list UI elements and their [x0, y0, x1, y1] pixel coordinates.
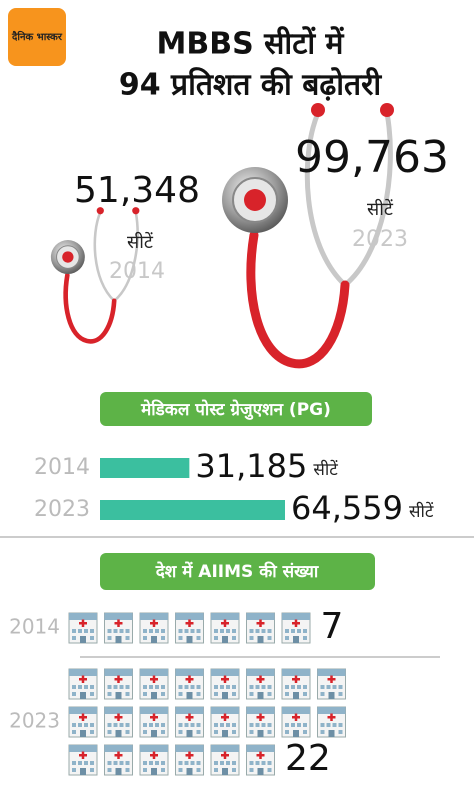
hospital-icon	[281, 612, 311, 644]
year-label: 2023	[352, 227, 408, 252]
hospital-icon	[317, 706, 346, 738]
hospital-icon	[68, 668, 98, 700]
bar	[100, 458, 190, 478]
section-banner	[100, 553, 375, 590]
title: MBBS सीटों में	[157, 26, 345, 62]
hospital-icon	[175, 612, 204, 644]
value-label: 31,185	[195, 447, 307, 485]
hospital-icon	[104, 668, 133, 700]
hospital-icon	[139, 706, 169, 738]
hospital-icon	[175, 706, 204, 738]
hospital-icon	[246, 706, 275, 738]
year-label: 2014	[9, 615, 60, 639]
logo	[8, 8, 66, 66]
bar	[100, 500, 285, 520]
hospital-icon	[210, 744, 240, 776]
year-label: 2014	[109, 259, 165, 284]
year-label: 2014	[34, 455, 90, 480]
unit-label: सीटें	[127, 231, 154, 253]
logo-text: दैनिक भास्कर	[11, 30, 63, 43]
hospital-icon	[281, 668, 311, 700]
count-label: 22	[285, 738, 331, 779]
hospital-icon	[246, 612, 275, 644]
section-banner	[100, 392, 372, 426]
hospital-icon	[68, 706, 98, 738]
year-label: 2023	[9, 709, 60, 733]
unit-label: सीटें	[409, 501, 434, 522]
hospital-icon	[139, 744, 169, 776]
value-label: 99,763	[295, 132, 449, 183]
hospital-icon	[246, 744, 275, 776]
value-label: 51,348	[74, 170, 200, 211]
hospital-icon	[246, 668, 275, 700]
hospital-icon	[210, 668, 240, 700]
unit-label: सीटें	[367, 198, 394, 220]
hospital-icon	[175, 744, 204, 776]
value-label: 64,559	[291, 489, 403, 527]
title: 94 प्रतिशत की बढ़ोतरी	[119, 67, 382, 103]
hospital-icon	[139, 612, 169, 644]
hospital-icon	[210, 612, 240, 644]
hospital-icon	[68, 612, 98, 644]
hospital-icon	[104, 612, 133, 644]
unit-label: सीटें	[313, 459, 338, 480]
section-title: देश में AIIMS की संख्या	[155, 561, 319, 582]
hospital-icon	[68, 744, 98, 776]
hospital-icon	[210, 706, 240, 738]
count-label: 7	[321, 606, 344, 647]
year-label: 2023	[34, 497, 90, 522]
hospital-icon	[175, 668, 204, 700]
hospital-icon	[139, 668, 169, 700]
hospital-icon	[317, 668, 346, 700]
section-title: मेडिकल पोस्ट ग्रेजुएशन (PG)	[140, 399, 331, 420]
hospital-icon	[104, 744, 133, 776]
hospital-icon	[281, 706, 311, 738]
hospital-icon	[104, 706, 133, 738]
